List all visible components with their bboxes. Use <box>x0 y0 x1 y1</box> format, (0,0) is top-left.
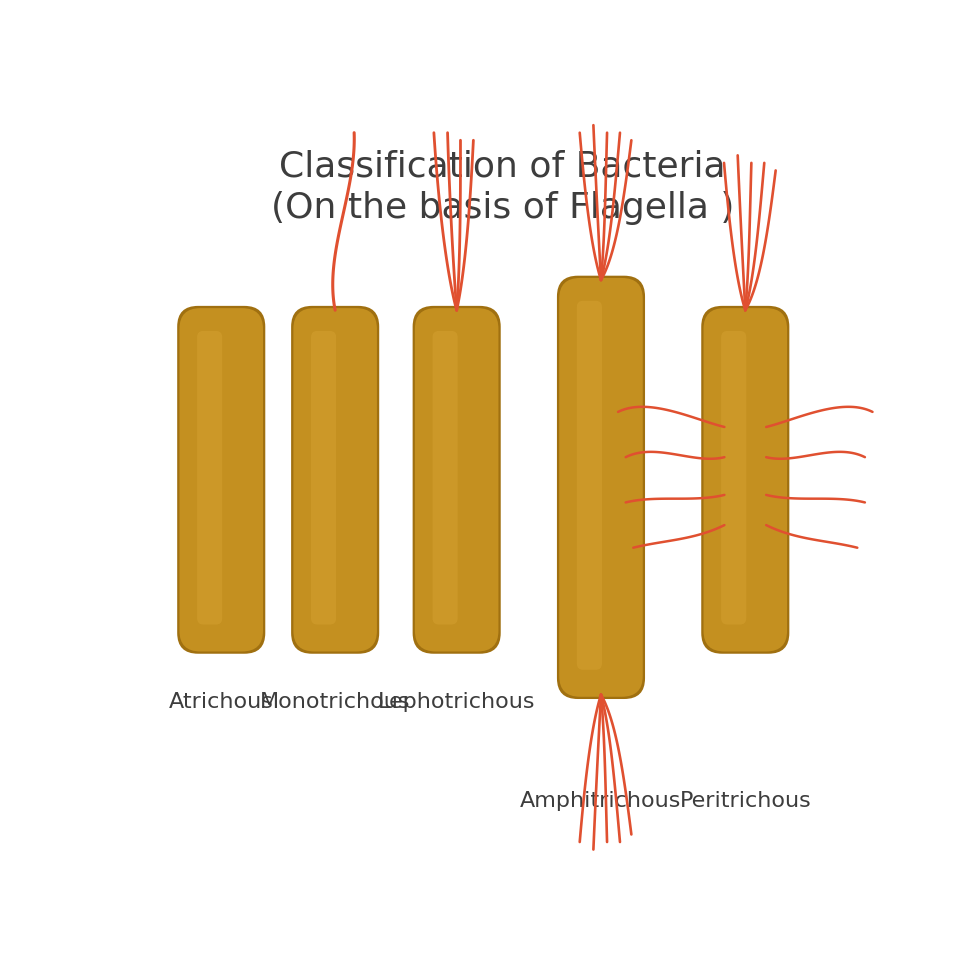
FancyBboxPatch shape <box>704 308 787 652</box>
FancyBboxPatch shape <box>177 306 266 654</box>
FancyBboxPatch shape <box>179 308 263 652</box>
FancyBboxPatch shape <box>721 331 746 624</box>
FancyBboxPatch shape <box>413 306 501 654</box>
FancyBboxPatch shape <box>557 275 645 699</box>
Text: Lephotrichous: Lephotrichous <box>378 693 535 712</box>
FancyBboxPatch shape <box>291 306 379 654</box>
Text: Peritrichous: Peritrichous <box>679 791 811 810</box>
Text: Atrichous: Atrichous <box>169 693 273 712</box>
FancyBboxPatch shape <box>702 306 789 654</box>
FancyBboxPatch shape <box>432 331 458 624</box>
FancyBboxPatch shape <box>197 331 222 624</box>
Text: Classification of Bacteria: Classification of Bacteria <box>279 150 725 183</box>
FancyBboxPatch shape <box>415 308 499 652</box>
Text: (On the basis of Flagella ): (On the basis of Flagella ) <box>270 191 734 225</box>
Text: Amphitrichous: Amphitrichous <box>520 791 682 810</box>
FancyBboxPatch shape <box>577 301 602 669</box>
FancyBboxPatch shape <box>560 278 643 697</box>
FancyBboxPatch shape <box>293 308 377 652</box>
FancyBboxPatch shape <box>311 331 336 624</box>
Text: Monotrichous: Monotrichous <box>260 693 411 712</box>
